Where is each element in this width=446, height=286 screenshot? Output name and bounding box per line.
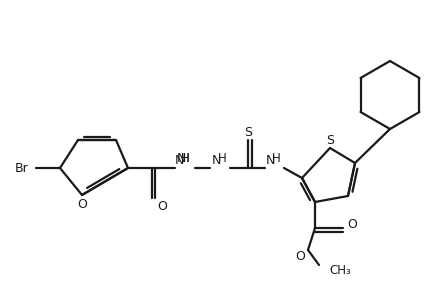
Text: N: N	[176, 152, 186, 164]
Text: H: H	[181, 152, 190, 164]
Text: Br: Br	[14, 162, 28, 174]
Text: H: H	[272, 152, 281, 164]
Text: H: H	[181, 152, 190, 164]
Text: O: O	[157, 200, 167, 214]
Text: O: O	[77, 198, 87, 210]
Text: H: H	[218, 152, 227, 164]
Text: N: N	[265, 154, 275, 166]
Text: S: S	[326, 134, 334, 146]
Text: S: S	[244, 126, 252, 138]
Text: O: O	[295, 251, 305, 263]
Text: N: N	[174, 154, 184, 166]
Text: CH₃: CH₃	[329, 263, 351, 277]
Text: O: O	[347, 217, 357, 231]
Text: N: N	[211, 154, 221, 166]
